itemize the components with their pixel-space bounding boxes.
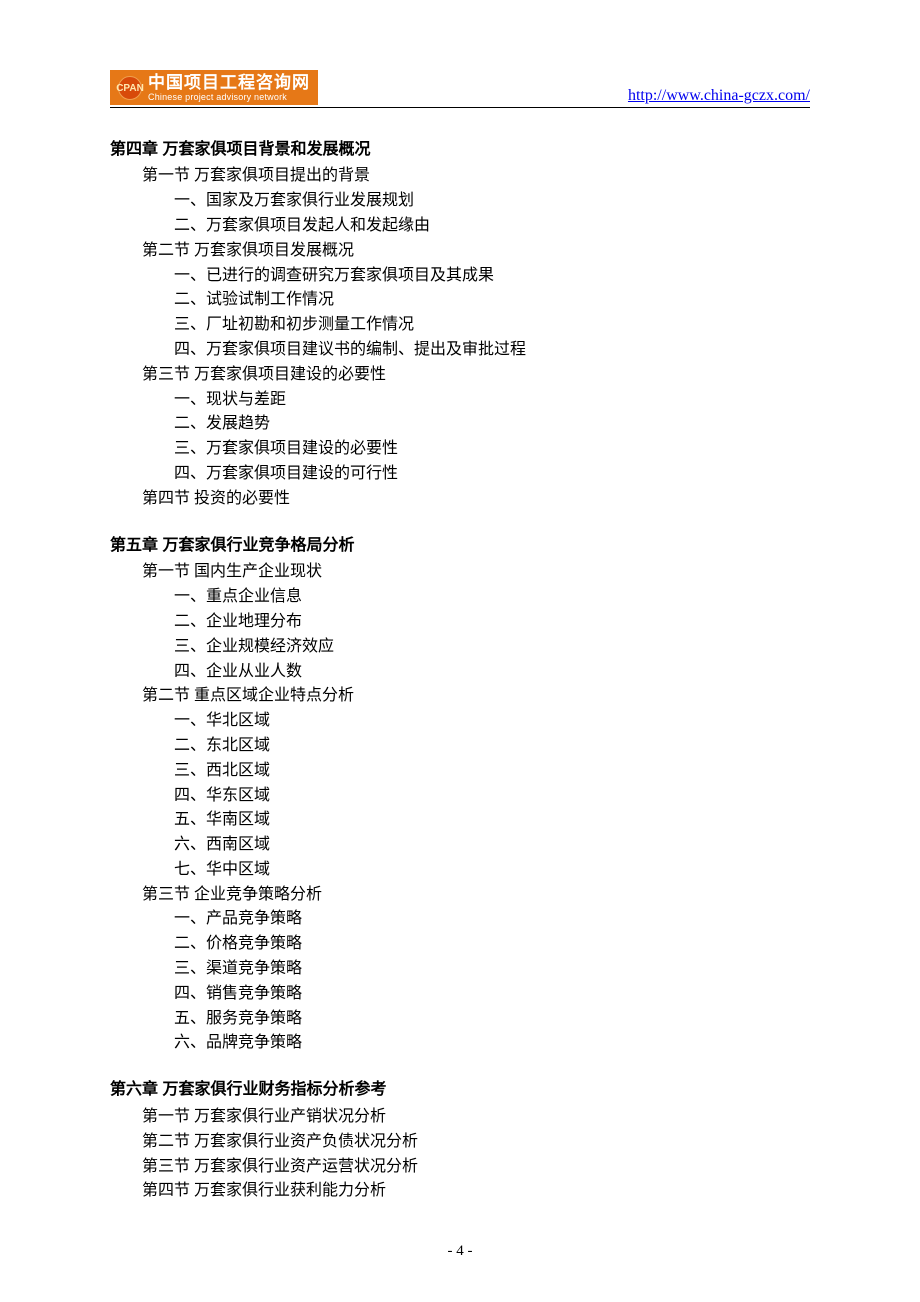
page-header: CPAN 中国项目工程咨询网 Chinese project advisory …	[110, 70, 810, 108]
toc-item: 五、华南区域	[110, 808, 810, 833]
section-heading: 第三节 万套家俱行业资产运营状况分析	[110, 1155, 810, 1180]
toc-item: 四、万套家俱项目建议书的编制、提出及审批过程	[110, 338, 810, 363]
toc-item: 三、企业规模经济效应	[110, 635, 810, 660]
toc-item: 三、万套家俱项目建设的必要性	[110, 437, 810, 462]
toc-item: 五、服务竞争策略	[110, 1007, 810, 1032]
toc-item: 四、万套家俱项目建设的可行性	[110, 462, 810, 487]
toc-item: 二、东北区域	[110, 734, 810, 759]
chapter-heading: 第四章 万套家俱项目背景和发展概况	[110, 138, 810, 163]
toc-item: 四、华东区域	[110, 784, 810, 809]
logo-title-cn: 中国项目工程咨询网	[148, 74, 310, 93]
section-heading: 第一节 万套家俱项目提出的背景	[110, 164, 810, 189]
document-page: CPAN 中国项目工程咨询网 Chinese project advisory …	[0, 0, 920, 1302]
toc-item: 四、销售竞争策略	[110, 982, 810, 1007]
chapter-heading: 第五章 万套家俱行业竞争格局分析	[110, 534, 810, 559]
section-heading: 第二节 万套家俱项目发展概况	[110, 239, 810, 264]
page-number: - 4 -	[0, 1243, 920, 1260]
toc-item: 六、品牌竞争策略	[110, 1031, 810, 1056]
toc-item: 一、国家及万套家俱行业发展规划	[110, 189, 810, 214]
site-url-link[interactable]: http://www.china-gczx.com/	[628, 87, 810, 105]
toc-item: 三、西北区域	[110, 759, 810, 784]
toc-item: 三、渠道竞争策略	[110, 957, 810, 982]
chapter-heading: 第六章 万套家俱行业财务指标分析参考	[110, 1078, 810, 1103]
toc-item: 二、试验试制工作情况	[110, 288, 810, 313]
toc-item: 二、价格竞争策略	[110, 932, 810, 957]
logo-title-en: Chinese project advisory network	[148, 93, 310, 103]
section-heading: 第二节 万套家俱行业资产负债状况分析	[110, 1130, 810, 1155]
toc-item: 七、华中区域	[110, 858, 810, 883]
section-heading: 第四节 万套家俱行业获利能力分析	[110, 1179, 810, 1204]
logo-text: 中国项目工程咨询网 Chinese project advisory netwo…	[148, 74, 310, 103]
toc-item: 二、发展趋势	[110, 412, 810, 437]
toc-item: 一、华北区域	[110, 709, 810, 734]
toc-item: 一、重点企业信息	[110, 585, 810, 610]
section-heading: 第四节 投资的必要性	[110, 487, 810, 512]
section-heading: 第一节 万套家俱行业产销状况分析	[110, 1105, 810, 1130]
table-of-contents: 第四章 万套家俱项目背景和发展概况第一节 万套家俱项目提出的背景一、国家及万套家…	[110, 138, 810, 1205]
logo-badge-icon: CPAN	[118, 76, 142, 100]
toc-item: 二、企业地理分布	[110, 610, 810, 635]
section-heading: 第三节 企业竞争策略分析	[110, 883, 810, 908]
site-logo: CPAN 中国项目工程咨询网 Chinese project advisory …	[110, 70, 318, 105]
toc-item: 一、产品竞争策略	[110, 907, 810, 932]
toc-item: 一、现状与差距	[110, 388, 810, 413]
section-heading: 第三节 万套家俱项目建设的必要性	[110, 363, 810, 388]
toc-item: 四、企业从业人数	[110, 660, 810, 685]
toc-item: 三、厂址初勘和初步测量工作情况	[110, 313, 810, 338]
toc-item: 一、已进行的调查研究万套家俱项目及其成果	[110, 264, 810, 289]
section-heading: 第一节 国内生产企业现状	[110, 560, 810, 585]
section-heading: 第二节 重点区域企业特点分析	[110, 684, 810, 709]
toc-item: 六、西南区域	[110, 833, 810, 858]
toc-item: 二、万套家俱项目发起人和发起缘由	[110, 214, 810, 239]
